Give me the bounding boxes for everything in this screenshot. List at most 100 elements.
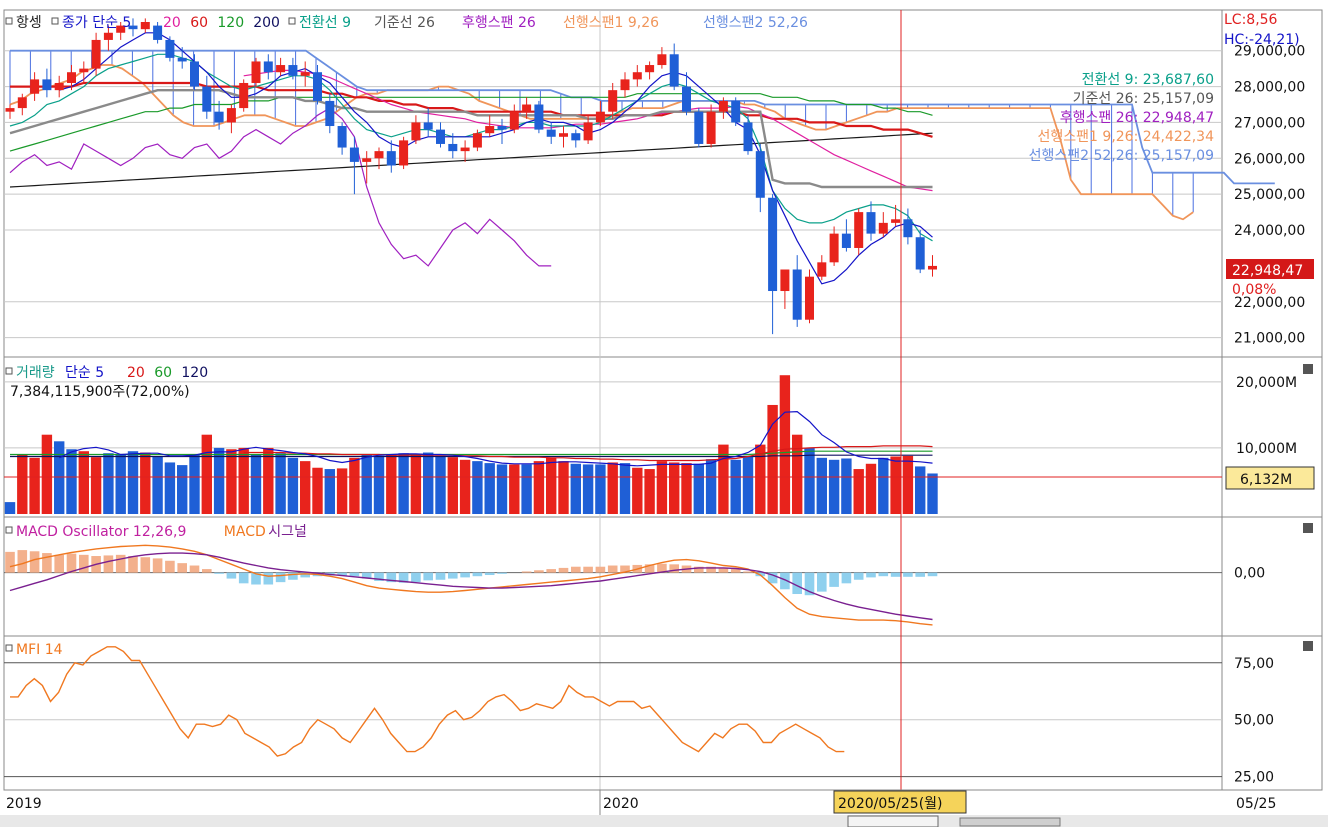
volume-bar	[767, 404, 778, 514]
macd-osc-bar	[79, 554, 89, 573]
candle-body	[546, 129, 556, 137]
volume-legend-item: 120	[181, 365, 208, 381]
volume-bar	[373, 455, 385, 514]
macd-osc-bar	[460, 572, 470, 578]
volume-bar	[324, 469, 335, 514]
volume-bar	[521, 464, 532, 514]
volume-bar	[164, 462, 176, 514]
signal-line	[9, 552, 933, 621]
volume-bar	[582, 464, 594, 514]
volume-bar	[115, 454, 126, 514]
volume-bar	[619, 463, 631, 514]
volume-bar	[755, 444, 766, 514]
price-tick-label: 26,000,00	[1234, 151, 1305, 167]
candle-body	[792, 269, 802, 320]
volume-ma5-line	[58, 410, 933, 467]
candle-body	[780, 269, 790, 292]
candlesticks	[5, 18, 937, 335]
candle-body	[854, 212, 864, 248]
candle-body	[128, 25, 138, 30]
candle-body	[731, 100, 741, 123]
volume-bar	[853, 469, 864, 514]
ichimoku-value: 전환선 9: 23,687,60	[1082, 72, 1214, 88]
macd-osc-bar	[878, 572, 889, 577]
volume-legend-item: 단순 5	[65, 365, 104, 381]
candle-body	[337, 126, 347, 148]
hc-value: HC:-24,21)	[1224, 32, 1300, 48]
price-legend-item: 60	[190, 15, 208, 31]
candle-body	[140, 22, 150, 30]
macd-osc-bar	[177, 563, 187, 573]
macd-osc-bar	[448, 572, 458, 579]
volume-bar	[595, 464, 606, 514]
volume-bar	[656, 461, 668, 514]
scroll-controls[interactable]	[847, 815, 939, 827]
candle-body	[436, 129, 445, 144]
volume-bar	[336, 468, 348, 514]
price-legend-item: 전환선 9	[299, 15, 351, 31]
macd-osc-bar	[29, 551, 40, 573]
macd-tick-label: 0,00	[1234, 566, 1265, 582]
volume-tick-label: 20,000M	[1236, 375, 1297, 391]
candle-body	[17, 97, 27, 109]
macd-osc-bar	[730, 569, 741, 573]
mfi-tick-label: 75,00	[1234, 656, 1274, 672]
mfi-legend: MFI 14	[5, 642, 63, 658]
candle-body	[362, 158, 372, 162]
volume-bar	[361, 454, 372, 514]
plot-frame	[3, 9, 1223, 791]
macd-osc-bar	[349, 572, 360, 577]
volume-bar	[287, 457, 299, 514]
price-legend-item: 선행스팬1 9,26	[563, 15, 659, 31]
volume-bar	[865, 463, 877, 514]
volume-bar	[238, 447, 249, 514]
volume-total: 7,384,115,900주(72,00%)	[10, 384, 190, 400]
mfi-panel-close-icon[interactable]	[1303, 641, 1313, 651]
volume-bar	[632, 467, 643, 514]
macd-osc-bar	[103, 555, 114, 573]
volume-current-label: 6,132M	[1240, 472, 1292, 488]
candle-body	[190, 61, 199, 87]
price-legend-item: 120	[217, 15, 244, 31]
volume-bar	[103, 453, 114, 514]
candle-body	[54, 82, 64, 91]
macd-osc-bar	[817, 572, 827, 592]
volume-panel-close-icon[interactable]	[1303, 364, 1313, 374]
macd-legend-item: MACD Oscillator 12,26,9	[16, 524, 186, 540]
candle-body	[743, 122, 753, 152]
macd-osc-bar	[374, 572, 384, 581]
candle-body	[595, 111, 605, 123]
candle-body	[386, 151, 396, 166]
macd-osc-bar	[694, 566, 704, 573]
volume-bar	[29, 457, 40, 514]
candle-body	[485, 126, 495, 134]
volume-ma20-line	[243, 445, 933, 462]
x-axis-label-2020: 2020	[603, 796, 639, 812]
candle-body	[300, 72, 310, 76]
price-tick-label: 22,000,00	[1234, 295, 1305, 311]
volume-bar	[607, 462, 618, 514]
candle-body	[891, 219, 901, 223]
scrollbar-thumb[interactable]	[959, 817, 1061, 827]
volume-bar	[90, 457, 102, 514]
volume-ma120-line	[10, 454, 933, 458]
candle-body	[878, 222, 888, 234]
candle-body	[374, 151, 384, 159]
macd-osc-bar	[361, 572, 372, 579]
macd-osc-bar	[607, 565, 618, 573]
price-tick-label: 28,000,00	[1234, 80, 1305, 96]
volume-bar	[41, 434, 53, 514]
macd-osc-bar	[472, 572, 483, 577]
price-tick-label: 27,000,00	[1234, 115, 1305, 131]
ma200-line	[9, 132, 933, 188]
ma5-line	[59, 32, 933, 285]
macd-osc-bar	[644, 564, 655, 573]
macd-line	[9, 544, 933, 626]
candle-body	[571, 133, 581, 141]
volume-bar	[78, 451, 89, 514]
macd-panel-close-icon[interactable]	[1303, 523, 1313, 533]
macd-osc-bar	[263, 572, 274, 585]
volume-bar	[730, 459, 741, 514]
price-legend-item: 후행스팬 26	[462, 15, 536, 31]
